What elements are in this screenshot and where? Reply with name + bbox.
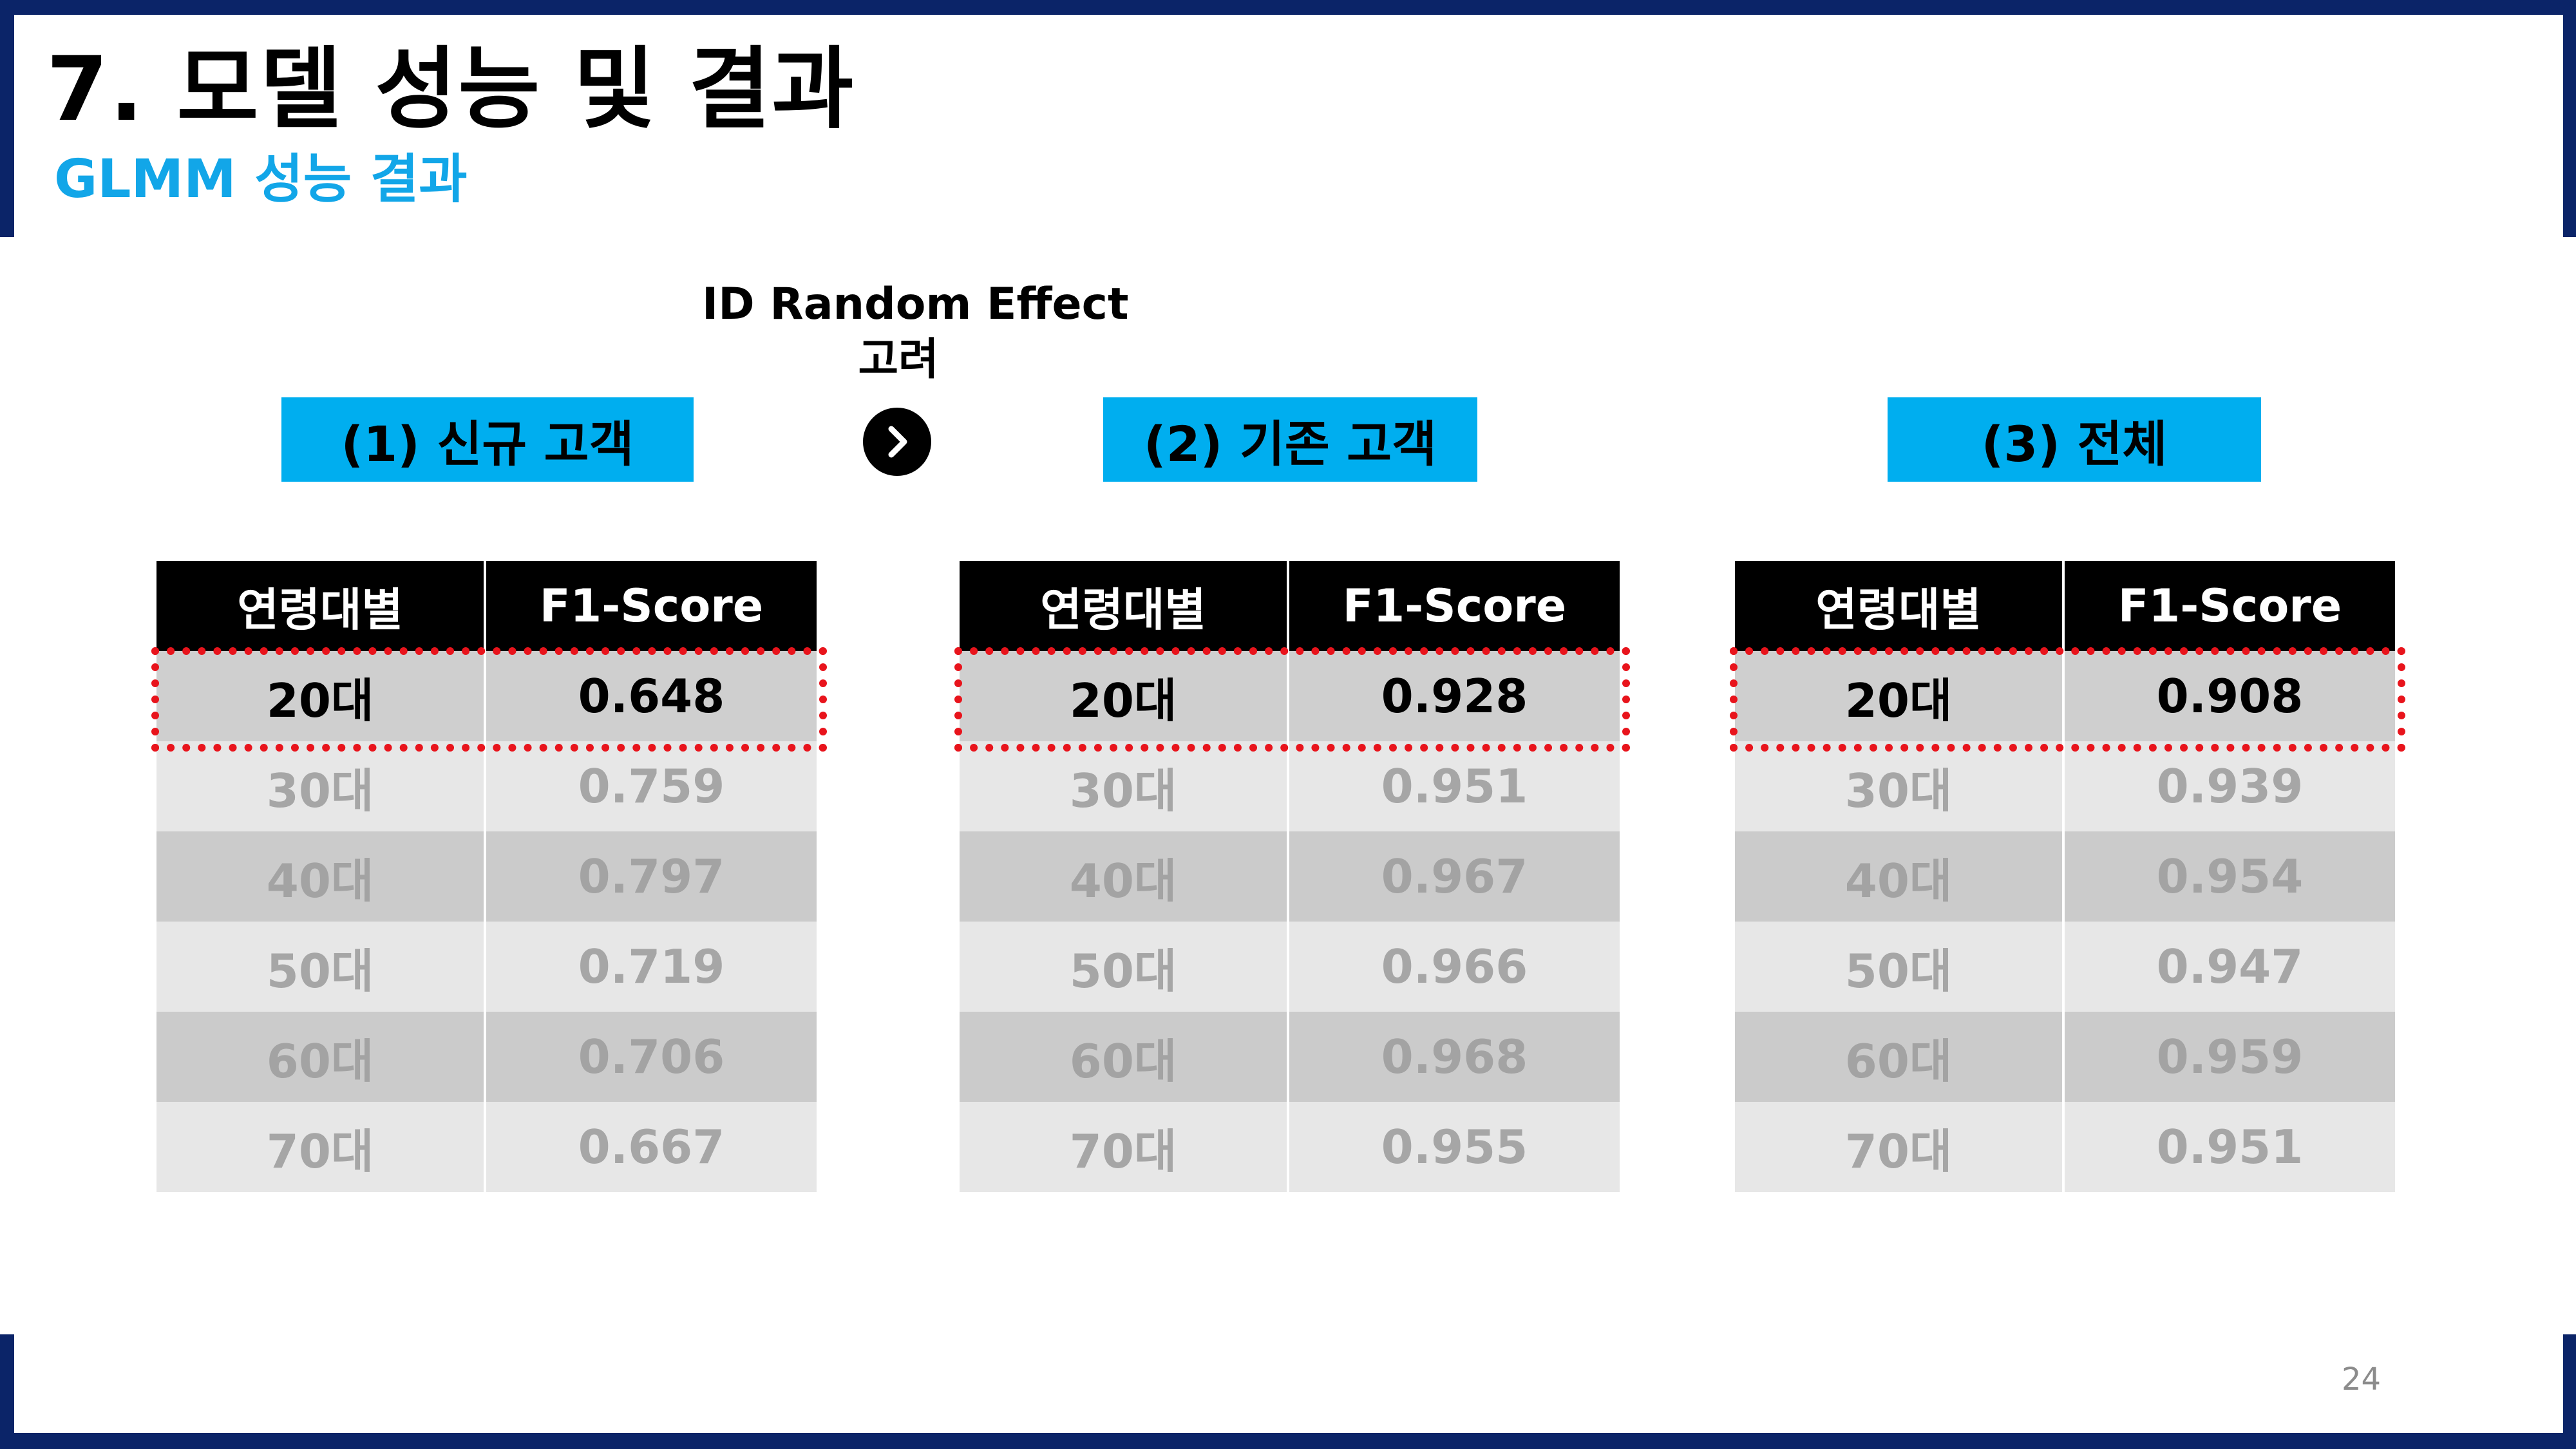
score-cell: 0.939 [2065, 741, 2395, 831]
annotation-line-1: ID Random Effect [702, 279, 1129, 330]
score-cell: 0.966 [1289, 922, 1620, 1012]
score-cell: 0.967 [1289, 831, 1620, 922]
score-cell: 0.968 [1289, 1012, 1620, 1102]
frame-left-bottom-bar [0, 1334, 14, 1449]
table-row: 40대 0.954 [1735, 831, 2395, 922]
header-age-group: 연령대별 [1735, 561, 2065, 651]
age-cell: 20대 [156, 651, 486, 741]
score-cell: 0.954 [2065, 831, 2395, 922]
table-row: 50대 0.719 [156, 922, 817, 1012]
highlight-box [151, 647, 827, 752]
score-table-existing-customers: 연령대별 F1-Score 20대 0.928 30대 0.951 40대 0.… [954, 561, 1630, 1192]
table-header-row: 연령대별 F1-Score [1735, 561, 2395, 651]
score-cell: 0.928 [1289, 651, 1620, 741]
table-row: 70대 0.667 [156, 1102, 817, 1192]
table-row: 40대 0.797 [156, 831, 817, 922]
age-cell: 70대 [960, 1102, 1289, 1192]
frame-right-bottom-bar [2563, 1334, 2576, 1449]
score-cell: 0.719 [486, 922, 817, 1012]
score-cell: 0.759 [486, 741, 817, 831]
table-row: 20대 0.648 [156, 651, 817, 741]
random-effect-annotation: ID Random Effect 고려 [702, 277, 1129, 388]
table-row: 50대 0.947 [1735, 922, 2395, 1012]
score-table-new-customers: 연령대별 F1-Score 20대 0.648 30대 0.759 40대 0.… [151, 561, 827, 1192]
table-row: 30대 0.939 [1735, 741, 2395, 831]
age-cell: 50대 [960, 922, 1289, 1012]
score-cell: 0.959 [2065, 1012, 2395, 1102]
frame-bottom-bar [0, 1433, 2576, 1449]
age-cell: 30대 [156, 741, 486, 831]
score-cell: 0.951 [1289, 741, 1620, 831]
section-label-existing-customers: (2) 기존 고객 [1103, 397, 1477, 482]
score-cell: 0.706 [486, 1012, 817, 1102]
age-cell: 30대 [1735, 741, 2065, 831]
age-cell: 40대 [1735, 831, 2065, 922]
table-row: 60대 0.706 [156, 1012, 817, 1102]
section-label-new-customers: (1) 신규 고객 [281, 397, 694, 482]
age-cell: 20대 [1735, 651, 2065, 741]
table-header-row: 연령대별 F1-Score [960, 561, 1620, 651]
table-row: 70대 0.955 [960, 1102, 1620, 1192]
highlight-box [1730, 647, 2405, 752]
score-cell: 0.955 [1289, 1102, 1620, 1192]
age-cell: 30대 [960, 741, 1289, 831]
page-subtitle: GLMM 성능 결과 [54, 149, 468, 210]
table-row: 70대 0.951 [1735, 1102, 2395, 1192]
table-header-row: 연령대별 F1-Score [156, 561, 817, 651]
age-cell: 60대 [960, 1012, 1289, 1102]
page-number: 24 [2342, 1361, 2382, 1397]
table-row: 30대 0.759 [156, 741, 817, 831]
age-cell: 50대 [1735, 922, 2065, 1012]
score-cell: 0.947 [2065, 922, 2395, 1012]
score-cell: 0.667 [486, 1102, 817, 1192]
table-row: 60대 0.968 [960, 1012, 1620, 1102]
table-row: 40대 0.967 [960, 831, 1620, 922]
highlight-box [954, 647, 1630, 752]
score-cell: 0.648 [486, 651, 817, 741]
header-f1-score: F1-Score [1289, 561, 1620, 651]
score-cell: 0.797 [486, 831, 817, 922]
header-f1-score: F1-Score [486, 561, 817, 651]
age-cell: 70대 [1735, 1102, 2065, 1192]
page-title: 7. 모델 성능 및 결과 [46, 37, 855, 141]
table-row: 20대 0.928 [960, 651, 1620, 741]
header-f1-score: F1-Score [2065, 561, 2395, 651]
age-cell: 70대 [156, 1102, 486, 1192]
frame-left-bar [0, 0, 14, 237]
table-row: 60대 0.959 [1735, 1012, 2395, 1102]
age-cell: 50대 [156, 922, 486, 1012]
table-row: 50대 0.966 [960, 922, 1620, 1012]
frame-right-bar [2563, 0, 2576, 237]
age-cell: 60대 [156, 1012, 486, 1102]
score-table-all-customers: 연령대별 F1-Score 20대 0.908 30대 0.939 40대 0.… [1730, 561, 2405, 1192]
chevron-right-circle-icon [863, 408, 931, 476]
table-row: 30대 0.951 [960, 741, 1620, 831]
section-label-all-customers: (3) 전체 [1888, 397, 2261, 482]
score-cell: 0.908 [2065, 651, 2395, 741]
header-age-group: 연령대별 [156, 561, 486, 651]
score-cell: 0.951 [2065, 1102, 2395, 1192]
age-cell: 20대 [960, 651, 1289, 741]
annotation-line-2: 고려 [858, 334, 939, 385]
age-cell: 40대 [156, 831, 486, 922]
header-age-group: 연령대별 [960, 561, 1289, 651]
table-row: 20대 0.908 [1735, 651, 2395, 741]
age-cell: 60대 [1735, 1012, 2065, 1102]
age-cell: 40대 [960, 831, 1289, 922]
frame-top-bar [0, 0, 2576, 15]
